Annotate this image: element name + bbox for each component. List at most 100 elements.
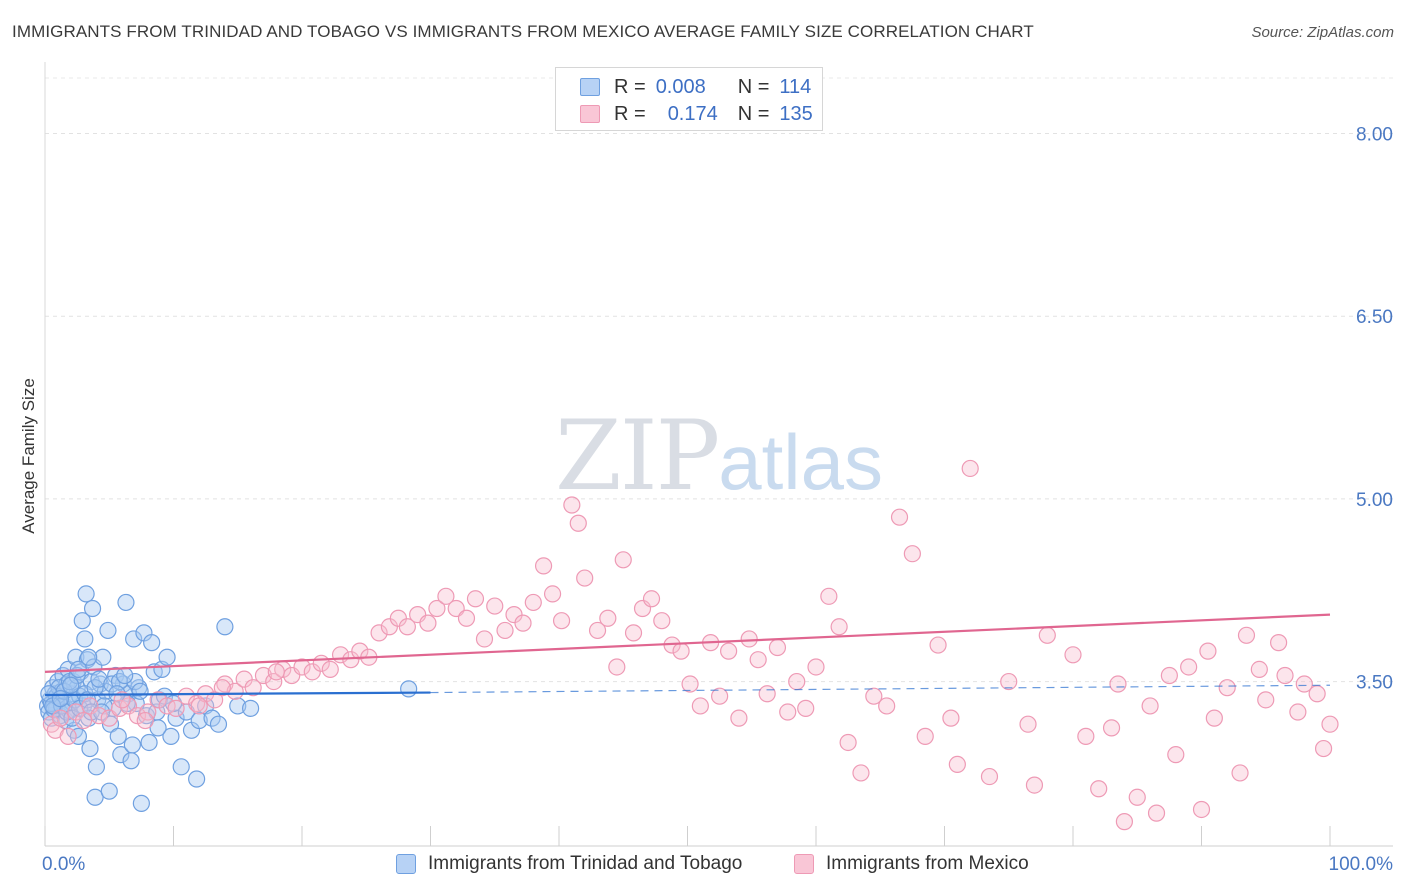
y-tick-label: 6.50	[1356, 307, 1393, 328]
data-point-mexico	[1180, 658, 1198, 676]
data-point-trinidad	[140, 733, 158, 752]
data-point-mexico	[730, 709, 748, 727]
data-point-mexico	[653, 612, 671, 630]
data-point-mexico	[1128, 788, 1146, 806]
watermark-zip: ZIP	[555, 400, 720, 512]
data-point-mexico	[839, 733, 857, 752]
data-point-mexico	[1038, 626, 1056, 644]
data-point-mexico	[929, 636, 947, 654]
series-trinidad-points	[38, 585, 418, 812]
data-point-mexico	[672, 642, 690, 660]
bottom-legend-swatch-blue	[396, 854, 416, 874]
data-point-trinidad	[190, 711, 208, 730]
data-point-mexico	[961, 459, 979, 478]
data-point-trinidad	[400, 680, 418, 698]
data-point-trinidad	[123, 736, 141, 754]
legend-r-label: R =	[614, 102, 646, 125]
data-point-mexico	[1295, 675, 1313, 693]
data-point-trinidad	[90, 670, 108, 688]
data-point-mexico	[1000, 672, 1018, 691]
y-tick-label: 8.00	[1356, 125, 1393, 146]
legend-row-mexico: R = 0.174 N = 135	[580, 101, 813, 127]
data-point-mexico	[576, 569, 594, 587]
data-point-mexico	[475, 630, 494, 648]
data-point-mexico	[496, 621, 514, 640]
data-point-mexico	[681, 675, 699, 693]
watermark: ZIPatlas	[555, 400, 883, 512]
data-point-mexico	[74, 711, 93, 730]
data-point-mexico	[720, 642, 738, 660]
data-point-mexico	[419, 614, 437, 632]
y-tick-label: 3.50	[1356, 673, 1393, 694]
data-point-mexico	[691, 697, 709, 715]
data-point-mexico	[244, 679, 262, 697]
y-axis-label: Average Family Size	[19, 378, 38, 534]
data-point-mexico	[457, 609, 476, 627]
data-point-mexico	[167, 699, 185, 717]
data-point-mexico	[226, 682, 244, 700]
data-point-mexico	[524, 593, 542, 612]
data-point-trinidad	[62, 676, 80, 694]
data-point-mexico	[90, 707, 108, 725]
data-point-mexico	[254, 666, 273, 685]
data-point-mexico	[569, 514, 587, 532]
data-point-mexico	[740, 630, 758, 648]
data-point-mexico	[552, 612, 571, 630]
data-point-mexico	[948, 755, 966, 774]
data-point-trinidad	[83, 599, 102, 618]
data-point-trinidad	[94, 648, 112, 666]
data-point-trinidad	[122, 752, 140, 770]
legend-n-value: 135	[779, 102, 813, 125]
data-point-mexico	[599, 609, 617, 627]
data-point-mexico	[428, 599, 446, 618]
data-point-trinidad	[80, 648, 98, 666]
data-point-mexico	[1321, 715, 1339, 733]
data-point-trinidad	[203, 709, 221, 727]
data-point-mexico	[1205, 709, 1223, 727]
data-point-mexico	[1147, 804, 1166, 822]
legend-r-label: R =	[614, 75, 646, 98]
x-tick-label-max: 100.0%	[1329, 854, 1394, 875]
data-point-mexico	[1141, 697, 1159, 715]
data-point-mexico	[265, 672, 283, 691]
data-point-mexico	[788, 672, 806, 691]
data-point-trinidad	[149, 719, 167, 737]
legend-r-value: 0.008	[655, 75, 706, 98]
data-point-mexico	[563, 496, 581, 514]
legend-row-trinidad: R = 0.008 N = 114	[580, 74, 811, 100]
data-point-mexico	[293, 658, 311, 676]
data-point-mexico	[1064, 646, 1082, 664]
data-point-mexico	[852, 764, 870, 782]
data-point-mexico	[213, 679, 231, 697]
data-point-mexico	[1160, 666, 1178, 685]
data-point-trinidad	[132, 794, 150, 812]
x-tick-label-min: 0.0%	[42, 854, 85, 875]
data-point-trinidad	[87, 758, 106, 776]
data-point-mexico	[1237, 626, 1256, 644]
bottom-legend-trinidad: Immigrants from Trinidad and Tobago	[396, 851, 742, 877]
data-point-trinidad	[51, 690, 70, 708]
bottom-legend-label: Immigrants from Mexico	[826, 853, 1029, 874]
chart-title: IMMIGRANTS FROM TRINIDAD AND TOBAGO VS I…	[12, 22, 1034, 41]
data-point-mexico	[51, 709, 70, 727]
trend-line-trinidad	[44, 691, 431, 697]
data-point-trinidad	[209, 715, 228, 733]
legend-r-value: 0.174	[667, 102, 718, 125]
data-point-mexico	[1199, 642, 1217, 660]
data-point-mexico	[1257, 691, 1275, 709]
data-point-trinidad	[86, 788, 104, 806]
data-point-mexico	[1115, 813, 1134, 831]
data-point-mexico	[1025, 776, 1044, 794]
source-credit: Source: ZipAtlas.com	[1251, 24, 1394, 41]
tick-labels: 3.50 5.00 6.50 8.00 0.0% 100.0%	[42, 125, 1393, 875]
data-point-mexico	[351, 642, 369, 660]
data-point-mexico	[486, 597, 504, 615]
data-point-trinidad	[109, 727, 127, 745]
data-point-mexico	[903, 545, 921, 563]
data-point-mexico	[370, 624, 388, 642]
data-point-mexico	[779, 703, 797, 721]
data-point-mexico	[614, 551, 632, 569]
legend-swatch-blue	[580, 78, 600, 96]
data-point-mexico	[59, 727, 77, 745]
